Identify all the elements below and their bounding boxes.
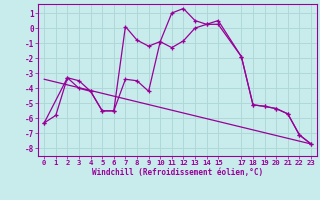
X-axis label: Windchill (Refroidissement éolien,°C): Windchill (Refroidissement éolien,°C): [92, 168, 263, 177]
